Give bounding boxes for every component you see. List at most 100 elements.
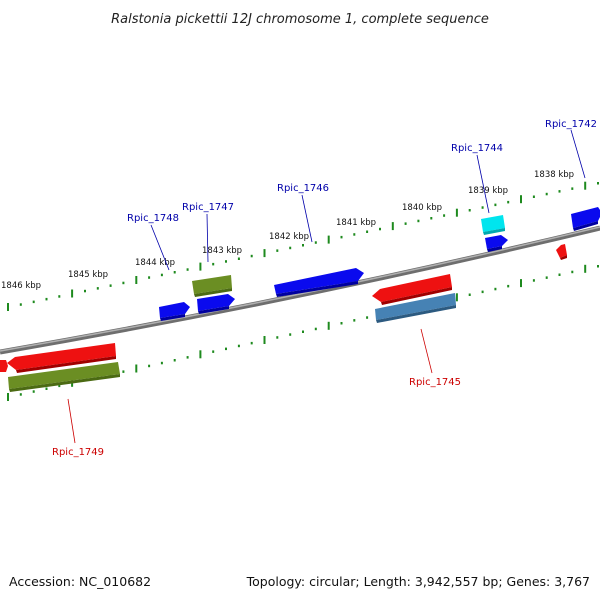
gene-rpic-1749b[interactable]	[8, 362, 120, 392]
gene-left-edge[interactable]	[0, 360, 8, 372]
scale-minor-tick	[558, 190, 561, 193]
scale-major-tick	[7, 393, 9, 401]
scale-label-1843: 1843 kbp	[202, 246, 242, 256]
scale-minor-tick	[314, 327, 317, 331]
leader-rpic-1749	[67, 398, 76, 444]
scale-minor-tick	[353, 233, 356, 236]
scale-label-1845: 1845 kbp	[68, 270, 108, 280]
gene-rpic-1744b[interactable]	[485, 235, 508, 252]
scale-minor-tick	[58, 295, 61, 298]
label-rpic-1744[interactable]: Rpic_1744	[451, 143, 503, 154]
scale-minor-tick	[109, 284, 112, 287]
scale-minor-tick	[558, 273, 561, 276]
scale-major-tick	[584, 264, 587, 273]
scale-minor-tick	[96, 287, 99, 290]
scale-major-tick	[455, 208, 458, 217]
scale-major-tick	[199, 262, 202, 271]
gene-rpic-1745b[interactable]	[375, 293, 456, 323]
scale-minor-tick	[404, 222, 407, 225]
label-rpic-1749[interactable]: Rpic_1749	[52, 447, 104, 458]
leader-rpic-1748	[150, 224, 170, 271]
label-rpic-1745[interactable]: Rpic_1745	[409, 377, 461, 388]
gene-rpic-1744[interactable]	[481, 215, 505, 235]
summary-text: Topology: circular; Length: 3,942,557 bp…	[246, 574, 590, 589]
scale-major-tick	[455, 293, 458, 302]
label-rpic-1748[interactable]: Rpic_1748	[127, 213, 179, 224]
leader-rpic-1745	[420, 328, 433, 374]
scale-label-1841: 1841 kbp	[336, 218, 376, 228]
gene-rpic-1749[interactable]	[7, 343, 116, 373]
scale-minor-tick	[289, 333, 292, 336]
scale-major-tick	[327, 321, 330, 330]
scale-minor-tick	[443, 214, 446, 217]
scale-minor-tick	[417, 219, 420, 223]
scale-minor-tick	[340, 322, 343, 325]
scale-minor-tick	[32, 390, 35, 393]
scale-major-tick	[135, 364, 138, 373]
scale-minor-tick	[212, 262, 215, 266]
scale-minor-tick	[481, 290, 484, 294]
scale-label-1844: 1844 kbp	[135, 258, 175, 268]
scale-minor-tick	[122, 370, 125, 373]
scale-minor-tick	[225, 260, 227, 263]
scale-minor-tick	[276, 336, 279, 339]
scale-minor-tick	[173, 271, 176, 274]
leader-rpic-1744	[476, 154, 490, 214]
scale-major-tick	[520, 279, 522, 288]
scale-minor-tick	[571, 187, 574, 190]
scale-minor-tick	[276, 249, 279, 252]
gene-rpic-1745[interactable]	[372, 274, 452, 305]
scale-minor-tick	[160, 273, 163, 277]
label-rpic-1746[interactable]: Rpic_1746	[277, 183, 329, 194]
genome-backbone	[0, 225, 600, 355]
gene-rpic-1747[interactable]	[192, 275, 232, 297]
scale-major-tick	[391, 222, 394, 231]
scale-minor-tick	[494, 203, 497, 207]
label-rpic-1747[interactable]: Rpic_1747	[182, 202, 234, 213]
scale-minor-tick	[597, 182, 599, 185]
scale-minor-tick	[148, 276, 151, 279]
scale-major-tick	[263, 249, 266, 258]
scale-minor-tick	[186, 268, 189, 271]
scale-minor-tick	[507, 284, 510, 288]
scale-minor-tick	[84, 289, 86, 293]
scale-label-1840: 1840 kbp	[402, 203, 442, 213]
scale-minor-tick	[481, 206, 484, 209]
scale-minor-tick	[302, 244, 304, 247]
scale-minor-tick	[225, 347, 227, 351]
gene-rpic-1743[interactable]	[556, 244, 567, 260]
gene-rpic-1742[interactable]	[571, 207, 600, 231]
scale-label-1839: 1839 kbp	[468, 186, 508, 196]
scale-minor-tick	[32, 300, 35, 304]
scale-minor-tick	[19, 393, 22, 396]
gene-rpic-1747b[interactable]	[197, 294, 235, 314]
scale-major-tick	[135, 276, 138, 284]
scale-minor-tick	[302, 330, 304, 333]
scale-major-tick	[520, 195, 522, 204]
label-rpic-1742[interactable]: Rpic_1742	[545, 119, 597, 130]
gene-rpic-1746[interactable]	[274, 268, 364, 297]
scale-minor-tick	[289, 246, 292, 250]
scale-label-1846: 1846 kbp	[1, 281, 41, 291]
scale-minor-tick	[237, 257, 240, 260]
scale-minor-tick	[250, 254, 253, 258]
scale-minor-tick	[340, 235, 343, 239]
scale-minor-tick	[122, 281, 125, 285]
gene-rpic-1748[interactable]	[159, 302, 190, 321]
scale-major-tick	[71, 289, 74, 298]
scale-minor-tick	[250, 341, 253, 345]
scale-minor-tick	[366, 230, 369, 233]
scale-minor-tick	[45, 387, 48, 390]
genome-backbone-highlight	[0, 226, 600, 352]
scale-minor-tick	[507, 200, 510, 204]
scale-minor-tick	[494, 287, 497, 291]
leader-rpic-1742	[570, 129, 586, 179]
scale-minor-tick	[314, 241, 317, 244]
leader-rpic-1746	[301, 194, 313, 243]
scale-minor-tick	[545, 276, 548, 279]
scale-minor-tick	[532, 279, 535, 282]
scale-minor-tick	[212, 350, 215, 353]
scale-label-1842: 1842 kbp	[269, 232, 309, 242]
scale-minor-tick	[571, 270, 574, 274]
